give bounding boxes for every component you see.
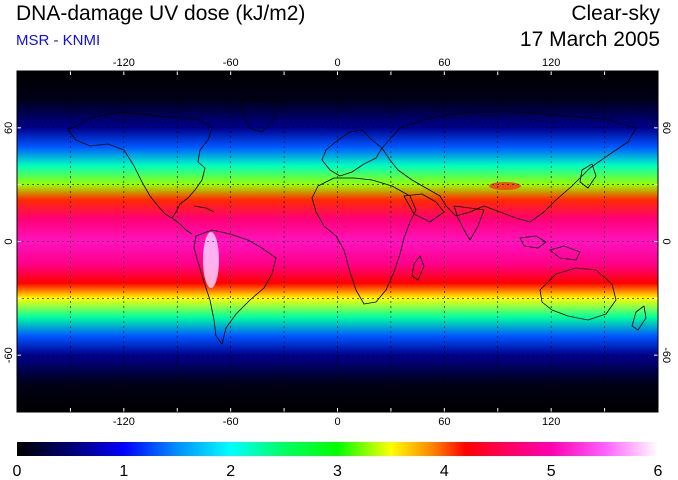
coastlines (67, 95, 647, 345)
longitude-label: 120 (542, 416, 560, 428)
latitude-label: 60 (660, 122, 672, 134)
map-title: DNA-damage UV dose (kJ/m2) (16, 2, 306, 25)
longitude-labels-bottom: -120 -60 0 60 120 (113, 416, 561, 428)
graticule (17, 71, 658, 412)
latitude-label: 0 (3, 238, 15, 244)
uv-dose-map: -120 -60 0 60 120 -120 -60 0 60 120 60 0 -60 60 0 -6… (3, 57, 672, 428)
longitude-label: 120 (542, 57, 560, 69)
latitude-label: 60 (3, 122, 15, 134)
andes-high-dose-patch (203, 232, 219, 288)
colorbar-ramp (17, 442, 658, 456)
longitude-label: 0 (334, 57, 340, 69)
longitude-label: -120 (113, 416, 135, 428)
colorbar-label: 5 (547, 463, 556, 480)
colorbar-label: 0 (13, 463, 22, 480)
colorbar-label: 3 (333, 463, 342, 480)
date-label: 17 March 2005 (519, 28, 660, 51)
longitude-label: -120 (113, 57, 135, 69)
colorbar-labels: 0 1 2 3 4 5 6 (13, 463, 663, 480)
latitude-labels-left: 60 0 -60 (3, 122, 15, 363)
latitude-labels-right: 60 0 -60 (660, 122, 672, 363)
colorbar-label: 2 (226, 463, 235, 480)
longitude-label: 0 (334, 416, 340, 428)
colorbar-label: 1 (119, 463, 128, 480)
longitude-label: 60 (438, 57, 450, 69)
source-label: MSR - KNMI (16, 32, 101, 49)
longitude-label: 60 (438, 416, 450, 428)
sky-condition-label: Clear-sky (571, 2, 660, 25)
latitude-label: -60 (3, 347, 15, 363)
colorbar: 0 1 2 3 4 5 6 (13, 442, 663, 480)
longitude-label: -60 (223, 57, 239, 69)
longitude-label: -60 (223, 416, 239, 428)
longitude-labels-top: -120 -60 0 60 120 (113, 57, 561, 69)
colorbar-label: 4 (440, 463, 449, 480)
colorbar-label: 6 (654, 463, 663, 480)
latitude-label: -60 (660, 347, 672, 363)
latitude-label: 0 (660, 238, 672, 244)
map-frame (16, 70, 659, 413)
himalaya-high-dose-patch (489, 182, 521, 190)
